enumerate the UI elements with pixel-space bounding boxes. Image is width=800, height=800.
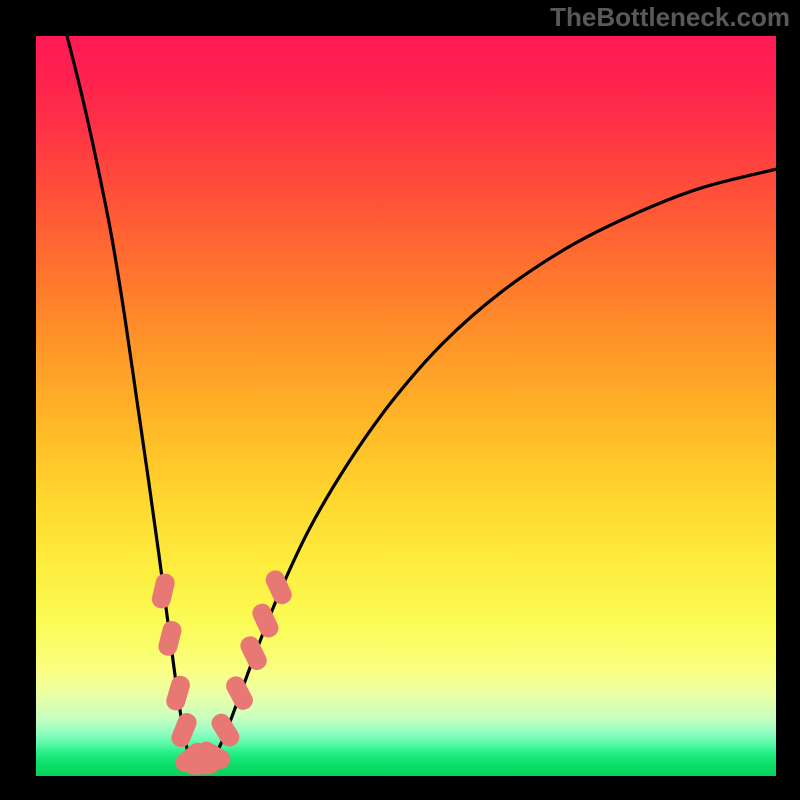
gradient-background (36, 36, 776, 776)
chart-root: TheBottleneck.com (0, 0, 800, 800)
plot-area (36, 36, 776, 776)
watermark-text: TheBottleneck.com (550, 2, 790, 33)
plot-svg (36, 36, 776, 776)
